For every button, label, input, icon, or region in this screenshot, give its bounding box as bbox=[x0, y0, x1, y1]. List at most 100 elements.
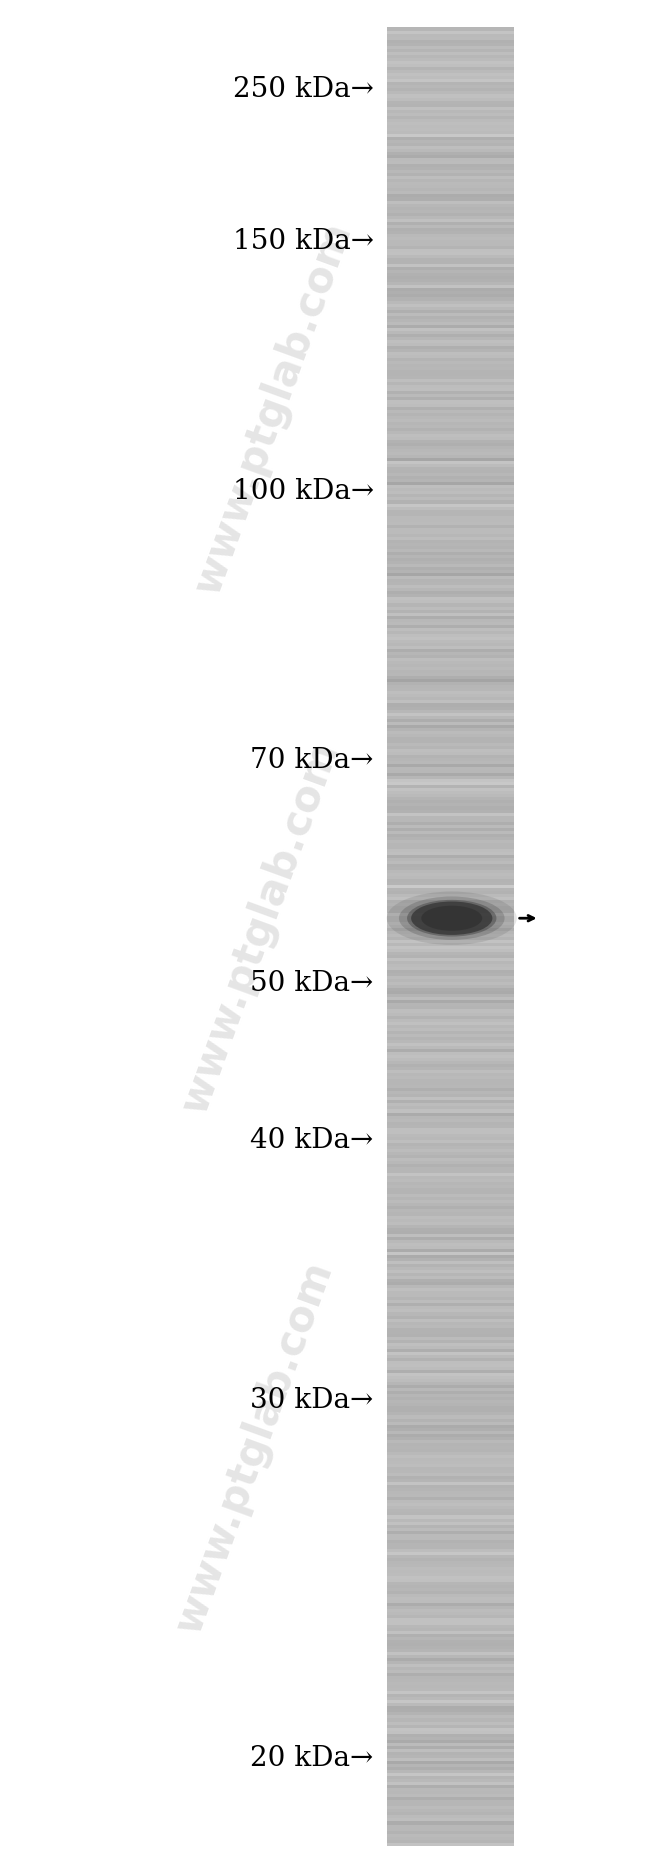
Bar bbox=[387, 1200, 514, 1204]
Bar bbox=[387, 1497, 514, 1501]
Bar bbox=[387, 1712, 514, 1716]
Bar bbox=[387, 1349, 514, 1352]
Bar bbox=[387, 160, 514, 165]
Bar bbox=[387, 312, 514, 315]
Bar bbox=[387, 781, 514, 785]
Bar bbox=[387, 150, 514, 156]
Bar bbox=[387, 245, 514, 249]
Bar bbox=[387, 1388, 514, 1391]
Bar bbox=[387, 1196, 514, 1200]
Bar bbox=[387, 397, 514, 401]
Bar bbox=[387, 1809, 514, 1812]
Bar bbox=[387, 497, 514, 501]
Bar bbox=[387, 1365, 514, 1371]
Bar bbox=[387, 326, 514, 330]
Bar bbox=[387, 1284, 514, 1287]
Bar bbox=[387, 1556, 514, 1560]
Bar bbox=[387, 812, 514, 816]
Bar bbox=[387, 1660, 514, 1664]
Bar bbox=[387, 994, 514, 998]
Bar bbox=[387, 297, 514, 301]
Bar bbox=[387, 1339, 514, 1343]
Bar bbox=[387, 109, 514, 113]
Bar bbox=[387, 1721, 514, 1725]
Bar bbox=[387, 475, 514, 479]
Bar bbox=[387, 1746, 514, 1749]
Bar bbox=[387, 1254, 514, 1258]
Bar bbox=[387, 842, 514, 846]
Bar bbox=[387, 321, 514, 325]
Bar bbox=[387, 1499, 514, 1503]
Bar bbox=[387, 905, 514, 909]
Bar bbox=[387, 234, 514, 237]
Bar bbox=[387, 421, 514, 425]
Bar bbox=[387, 1375, 514, 1378]
Bar bbox=[387, 360, 514, 364]
Bar bbox=[387, 215, 514, 219]
Bar bbox=[387, 239, 514, 243]
Bar bbox=[387, 163, 514, 167]
Bar bbox=[387, 1827, 514, 1831]
Bar bbox=[387, 1542, 514, 1545]
Bar bbox=[387, 594, 514, 597]
Bar bbox=[387, 1580, 514, 1586]
Bar bbox=[387, 961, 514, 965]
Bar bbox=[387, 493, 514, 497]
Bar bbox=[387, 1469, 514, 1473]
Bar bbox=[387, 1671, 514, 1677]
Bar bbox=[387, 978, 514, 983]
Bar bbox=[387, 770, 514, 774]
Bar bbox=[387, 1449, 514, 1452]
Bar bbox=[387, 254, 514, 258]
Bar bbox=[387, 736, 514, 740]
Bar bbox=[387, 1002, 514, 1007]
Bar bbox=[387, 972, 514, 976]
Bar bbox=[387, 403, 514, 406]
Bar bbox=[387, 876, 514, 879]
Bar bbox=[387, 785, 514, 788]
Bar bbox=[387, 351, 514, 354]
Bar bbox=[387, 566, 514, 569]
Bar bbox=[387, 722, 514, 725]
Bar bbox=[387, 230, 514, 234]
Bar bbox=[387, 1547, 514, 1553]
Bar bbox=[387, 45, 514, 48]
Bar bbox=[387, 564, 514, 568]
Bar bbox=[387, 1540, 514, 1543]
Bar bbox=[387, 169, 514, 173]
Bar bbox=[387, 679, 514, 683]
Bar bbox=[387, 93, 514, 98]
Bar bbox=[387, 928, 514, 931]
Bar bbox=[387, 1258, 514, 1261]
Bar bbox=[387, 1052, 514, 1055]
Bar bbox=[387, 1178, 514, 1182]
Bar bbox=[387, 1694, 514, 1697]
Bar bbox=[387, 393, 514, 397]
Bar bbox=[387, 748, 514, 751]
Bar bbox=[387, 953, 514, 957]
Bar bbox=[387, 818, 514, 822]
Bar bbox=[387, 1484, 514, 1488]
Bar bbox=[387, 729, 514, 735]
Bar bbox=[387, 1623, 514, 1627]
Bar bbox=[387, 657, 514, 660]
Bar bbox=[387, 1115, 514, 1119]
Bar bbox=[387, 1274, 514, 1280]
Bar bbox=[387, 703, 514, 707]
Bar bbox=[387, 441, 514, 445]
Bar bbox=[387, 269, 514, 273]
Bar bbox=[387, 696, 514, 701]
Bar bbox=[387, 952, 514, 955]
Bar bbox=[387, 173, 514, 176]
Bar bbox=[387, 623, 514, 627]
Bar bbox=[387, 1297, 514, 1300]
Bar bbox=[387, 63, 514, 67]
Bar bbox=[387, 1584, 514, 1588]
Bar bbox=[387, 1182, 514, 1185]
Ellipse shape bbox=[399, 896, 504, 940]
Bar bbox=[387, 226, 514, 230]
Bar bbox=[387, 638, 514, 644]
Bar bbox=[387, 1009, 514, 1013]
Bar bbox=[387, 853, 514, 859]
Bar bbox=[387, 800, 514, 803]
